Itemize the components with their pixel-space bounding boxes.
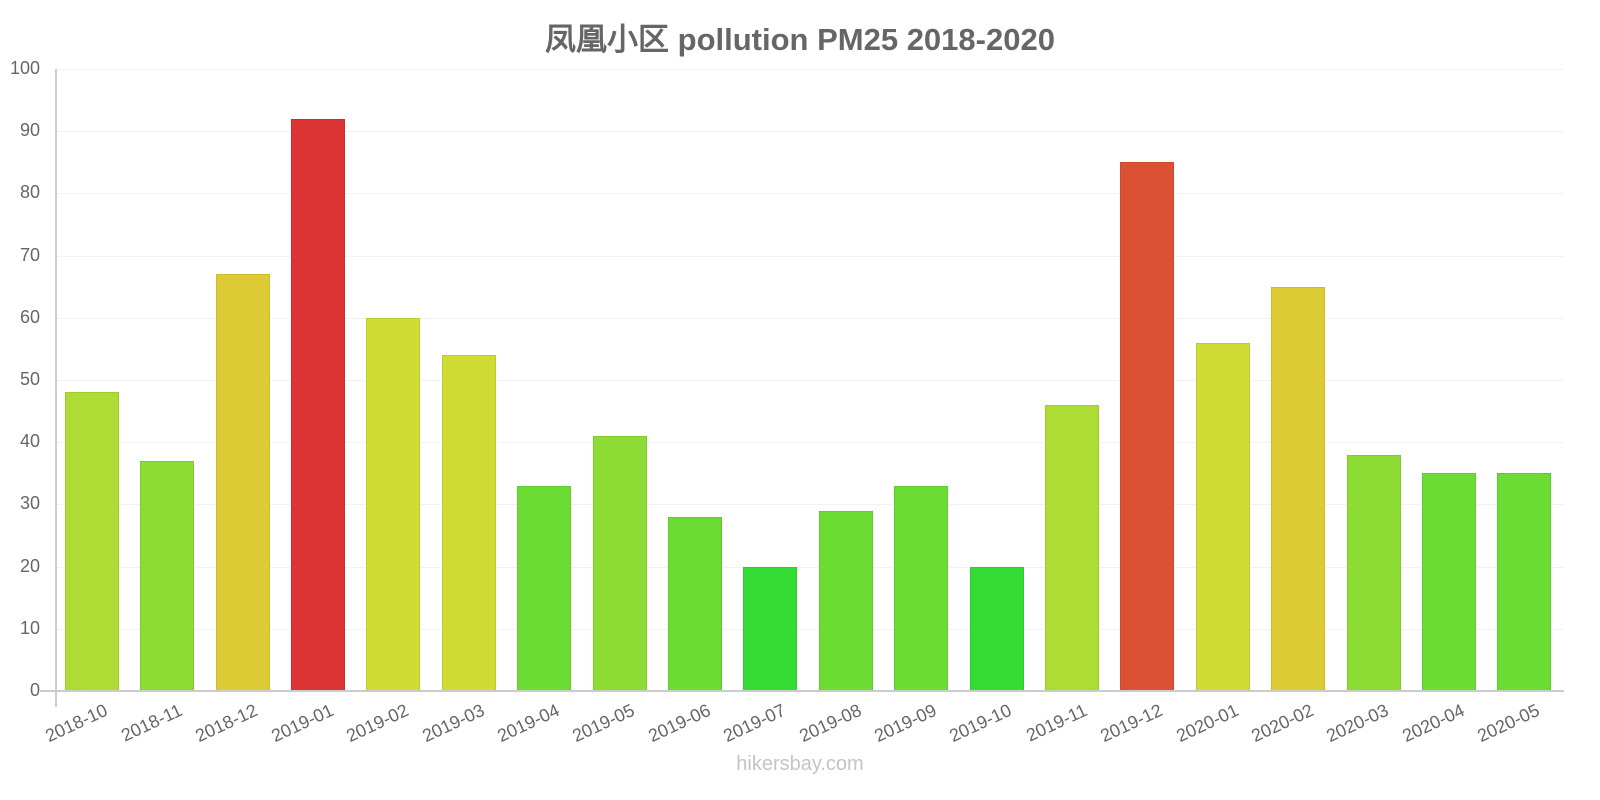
bar-2020-05[interactable] [1497, 473, 1552, 691]
bar-2019-03[interactable] [441, 355, 496, 691]
bar-2019-05[interactable] [592, 435, 647, 691]
gridline [56, 69, 1564, 70]
gridline [56, 131, 1564, 133]
x-axis-line [40, 690, 1564, 692]
bar-2019-08[interactable] [818, 510, 873, 691]
plot-area [56, 69, 1564, 692]
x-tick-label: 2019-05 [569, 700, 638, 747]
x-tick-label: 2020-01 [1172, 700, 1242, 747]
y-tick-label: 50 [19, 369, 40, 389]
x-tick-label: 2020-04 [1399, 700, 1468, 747]
bar-2018-11[interactable] [140, 460, 195, 691]
gridline [56, 255, 1564, 257]
watermark-link[interactable]: hikersbay.com [736, 753, 864, 775]
bar-2019-09[interactable] [894, 485, 949, 691]
gridline [56, 317, 1564, 319]
x-tick-label: 2018-10 [41, 700, 111, 747]
x-tick-label: 2020-03 [1323, 700, 1392, 747]
bar-2018-10[interactable] [64, 392, 119, 691]
bar-2019-07[interactable] [743, 566, 798, 691]
y-tick-label: 70 [19, 244, 40, 265]
gridline [56, 380, 1564, 381]
x-tick-label: 2018-11 [118, 700, 186, 746]
x-tick-label: 2019-10 [946, 700, 1015, 747]
bar-2019-12[interactable] [1120, 162, 1175, 691]
y-tick-label: 30 [19, 493, 40, 514]
bar-2019-06[interactable] [667, 516, 722, 691]
gridline [56, 566, 1564, 568]
y-tick-label: 100 [9, 58, 40, 78]
y-tick-label: 10 [19, 617, 40, 638]
x-tick-label: 2019-11 [1023, 700, 1091, 746]
bar-2019-11[interactable] [1044, 404, 1099, 691]
bar-2020-01[interactable] [1195, 342, 1250, 691]
y-tick-label: 0 [29, 680, 40, 700]
x-tick-label: 2018-12 [192, 700, 261, 747]
y-tick-label: 80 [19, 182, 40, 203]
x-tick-label: 2019-04 [494, 700, 563, 747]
x-tick-label: 2019-09 [871, 700, 940, 747]
bar-2020-02[interactable] [1271, 286, 1326, 691]
x-tick-label: 2019-03 [418, 700, 488, 747]
x-tick-label: 2020-05 [1474, 700, 1543, 747]
bar-2019-04[interactable] [517, 485, 572, 691]
gridline [56, 504, 1564, 506]
bar-2020-04[interactable] [1421, 473, 1476, 691]
y-tick-label: 90 [19, 120, 40, 141]
y-tick-label: 20 [19, 555, 40, 576]
bar-2018-12[interactable] [215, 274, 270, 691]
x-tick-label: 2019-08 [795, 700, 865, 747]
chart-title: 凤凰小区 pollution PM25 2018-2020 [545, 22, 1055, 57]
bar-2019-02[interactable] [366, 317, 421, 691]
y-tick-label: 60 [19, 306, 40, 327]
y-tick-label: 40 [19, 431, 40, 452]
x-tick-label: 2019-06 [645, 700, 714, 747]
x-tick-label: 2019-12 [1097, 700, 1166, 747]
bar-2019-01[interactable] [290, 118, 345, 691]
gridline [56, 628, 1564, 630]
gridline [56, 442, 1564, 444]
x-tick-label: 2019-02 [343, 700, 412, 747]
bar-2019-10[interactable] [969, 566, 1024, 691]
gridline [56, 193, 1564, 195]
x-tick-label: 2019-07 [720, 700, 789, 747]
x-tick-label: 2019-01 [268, 700, 337, 747]
y-axis-line [55, 69, 57, 707]
bar-2020-03[interactable] [1346, 454, 1401, 691]
x-tick-label: 2020-02 [1248, 700, 1317, 747]
